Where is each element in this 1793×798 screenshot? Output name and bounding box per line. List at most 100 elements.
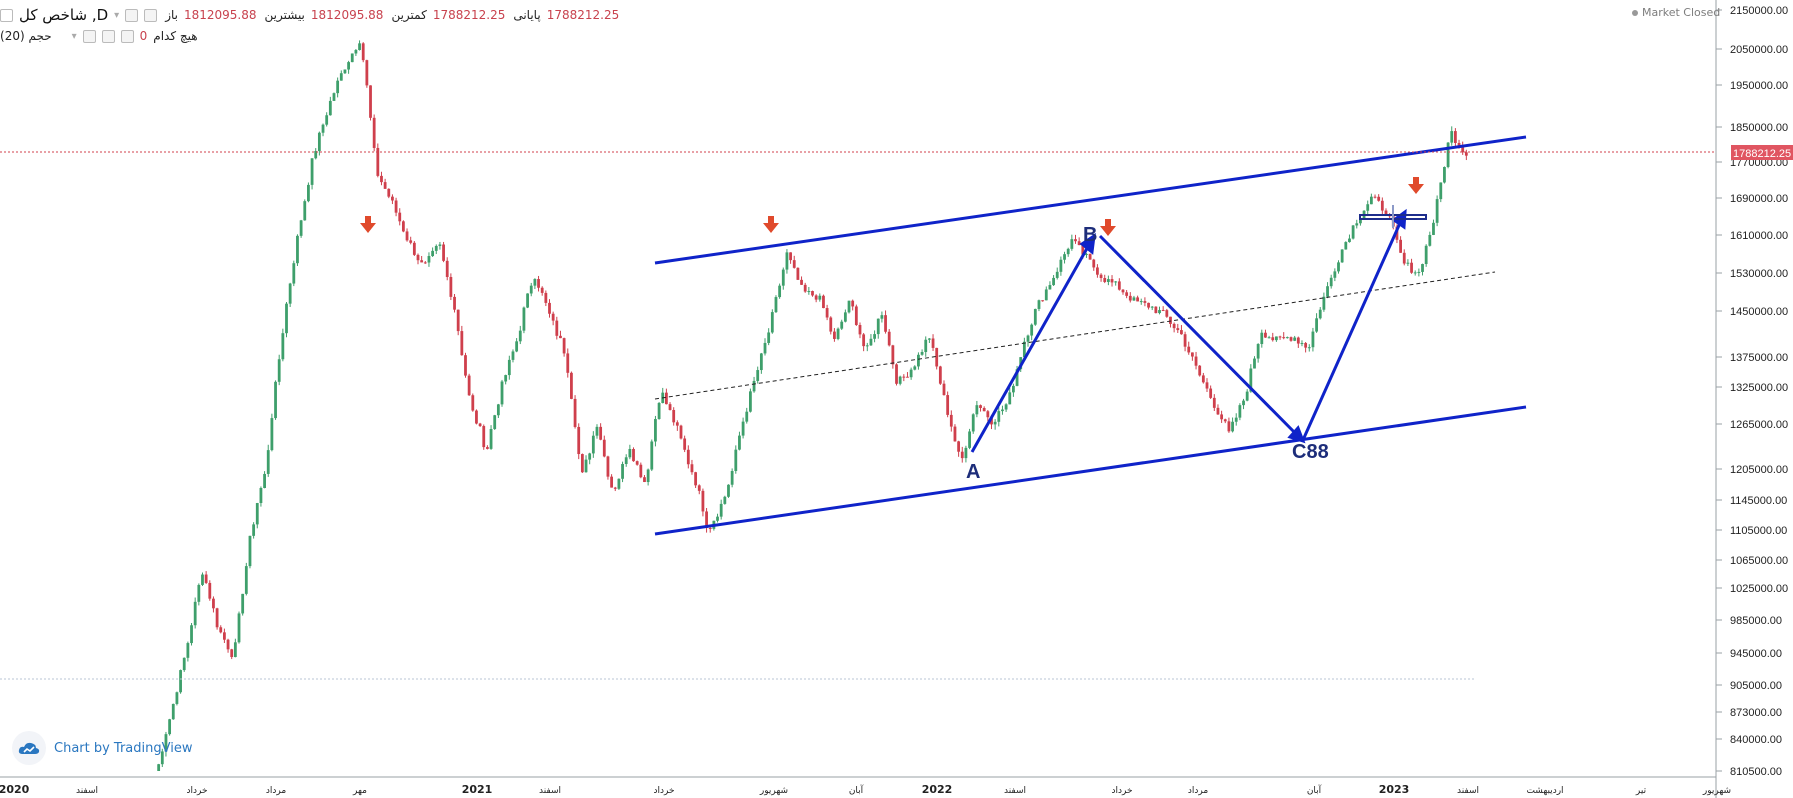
x-tick-label: مرداد bbox=[1188, 786, 1208, 796]
high-value: 1812095.88 bbox=[310, 8, 384, 22]
candle-body bbox=[657, 403, 661, 420]
candle-body bbox=[664, 392, 668, 405]
candle-body bbox=[946, 395, 950, 415]
candle-body bbox=[741, 421, 745, 436]
collapse-legend-icon[interactable] bbox=[0, 8, 13, 22]
candle-body bbox=[317, 132, 321, 152]
candle-body bbox=[1220, 414, 1224, 420]
candle-body bbox=[1446, 142, 1450, 168]
candle-body bbox=[369, 85, 372, 118]
candle-body bbox=[1410, 262, 1413, 273]
candle-body bbox=[1165, 310, 1169, 317]
drawings[interactable]: A B C88 bbox=[0, 135, 1716, 680]
volume-label[interactable]: حجم (20) bbox=[0, 29, 52, 43]
settings-icon[interactable] bbox=[82, 29, 96, 43]
candle-body bbox=[540, 287, 544, 293]
candle-body bbox=[675, 422, 679, 426]
candle-body bbox=[993, 421, 997, 425]
candle-body bbox=[847, 300, 851, 313]
channel-upper-line[interactable] bbox=[654, 135, 1527, 265]
settings-icon[interactable] bbox=[125, 8, 139, 22]
candle-body bbox=[1212, 397, 1216, 408]
candle-body bbox=[1329, 277, 1333, 287]
candle-body bbox=[416, 254, 420, 261]
candle-body bbox=[1030, 324, 1034, 336]
candle-body bbox=[471, 395, 475, 411]
candle-body bbox=[493, 415, 497, 430]
red-down-arrows bbox=[360, 177, 1424, 236]
x-tick-label: اسفند bbox=[1457, 786, 1479, 796]
visibility-icon[interactable] bbox=[144, 8, 158, 22]
candle-body bbox=[1461, 145, 1465, 153]
candle-body bbox=[927, 338, 931, 340]
candle-body bbox=[559, 335, 562, 339]
candle-body bbox=[778, 285, 782, 298]
candle-body bbox=[906, 376, 909, 378]
candle-body bbox=[599, 426, 603, 440]
candle-body bbox=[1260, 332, 1264, 345]
x-tick-label: اردیبهشت bbox=[1526, 786, 1563, 796]
candle-body bbox=[376, 147, 380, 176]
candle-body bbox=[730, 470, 734, 485]
candle-body bbox=[774, 297, 778, 313]
wave-label-b: B bbox=[1083, 224, 1097, 246]
candle-body bbox=[1055, 271, 1059, 278]
candle-body bbox=[157, 764, 161, 771]
y-tick-label: 1375000.00 bbox=[1730, 352, 1788, 364]
candle-body bbox=[1464, 152, 1468, 156]
x-tick-label: خرداد bbox=[186, 786, 207, 796]
candle-body bbox=[1190, 352, 1194, 357]
candle-body bbox=[1117, 281, 1121, 290]
svg-text:1788212.25: 1788212.25 bbox=[1733, 148, 1791, 160]
close-value: 1788212.25 bbox=[546, 8, 620, 22]
candle-body bbox=[288, 283, 292, 304]
candle-body bbox=[949, 414, 953, 427]
candle-body bbox=[1081, 245, 1085, 255]
candle-body bbox=[880, 315, 884, 319]
candle-body bbox=[745, 411, 749, 422]
candle-body bbox=[1380, 200, 1384, 211]
candle-body bbox=[1450, 131, 1454, 143]
candle-body bbox=[997, 411, 1001, 422]
candle-body bbox=[964, 447, 968, 459]
x-axis-ticks: 2020 اسفند خرداد مرداد مهر 2021 اسفند خرداد شهری… bbox=[0, 783, 1731, 796]
channel-lower-line[interactable] bbox=[654, 405, 1527, 536]
candle-body bbox=[898, 376, 902, 384]
visibility-icon[interactable] bbox=[101, 29, 115, 43]
candle-body bbox=[212, 598, 215, 609]
tradingview-watermark[interactable]: Chart by TradingView bbox=[12, 731, 192, 765]
chevron-down-icon[interactable]: ▾ bbox=[71, 30, 77, 42]
candle-body bbox=[595, 426, 599, 436]
candle-body bbox=[1114, 281, 1118, 283]
candle-body bbox=[339, 73, 343, 81]
candle-body bbox=[953, 426, 957, 442]
candle-body bbox=[1169, 316, 1172, 324]
candle-body bbox=[843, 312, 847, 322]
candle-body bbox=[873, 334, 876, 339]
candle-body bbox=[580, 454, 584, 473]
candle-body bbox=[303, 201, 307, 221]
close-icon[interactable] bbox=[120, 29, 134, 43]
wave-arrows[interactable] bbox=[970, 208, 1407, 453]
candle-body bbox=[533, 279, 537, 286]
candle-body bbox=[551, 313, 555, 321]
candle-body bbox=[464, 355, 467, 376]
candle-body bbox=[829, 317, 833, 332]
candle-body bbox=[420, 260, 424, 263]
y-tick-label: 1450000.00 bbox=[1730, 306, 1788, 318]
candle-body bbox=[190, 625, 193, 644]
candle-body bbox=[938, 366, 942, 384]
candle-body bbox=[336, 80, 340, 94]
candle-body bbox=[1004, 404, 1008, 410]
symbol-name[interactable]: شاخص کل ,D bbox=[19, 6, 109, 24]
candle-body bbox=[489, 429, 493, 449]
channel-mid-line[interactable] bbox=[654, 271, 1496, 400]
candle-body bbox=[1439, 182, 1443, 200]
candle-body bbox=[434, 245, 438, 251]
candle-body bbox=[869, 338, 873, 346]
candle-body bbox=[438, 244, 442, 246]
candle-body bbox=[686, 449, 690, 465]
chevron-down-icon[interactable]: ▾ bbox=[114, 9, 120, 21]
resistance-box[interactable] bbox=[1359, 205, 1427, 228]
